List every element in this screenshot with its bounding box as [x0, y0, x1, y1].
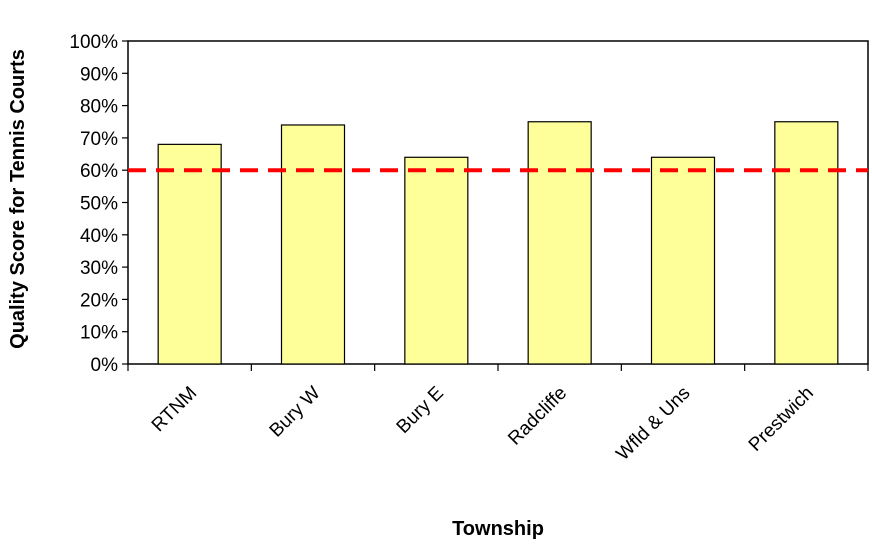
y-tick-label: 0%	[91, 355, 119, 376]
bar	[527, 121, 592, 365]
y-tick-label: 10%	[80, 323, 118, 344]
x-category-label: RTNM	[148, 383, 201, 436]
y-tick-label: 100%	[69, 32, 118, 53]
y-tick-label: 40%	[80, 226, 118, 247]
bar	[157, 143, 222, 365]
x-axis-ticks: RTNM Bury W Bury E Radcliffe Wfld & Uns Prest…	[127, 364, 869, 465]
y-tick-label: 60%	[80, 161, 118, 182]
y-axis-title: Quality Score for Tennis Courts	[7, 49, 29, 349]
bars	[157, 121, 839, 365]
x-category-label: Wfld & Uns	[612, 383, 694, 465]
y-tick-label: 20%	[80, 290, 118, 311]
x-category-label: Bury E	[393, 383, 448, 438]
y-tick-label: 30%	[80, 258, 118, 279]
bar	[404, 156, 469, 365]
y-tick-label: 50%	[80, 194, 118, 215]
x-axis-title: Township	[452, 518, 544, 540]
y-axis-ticks: 0% 10% 20% 30% 40% 50% 60% 70% 80% 90% 100%	[69, 32, 128, 376]
y-tick-label: 90%	[80, 64, 118, 85]
y-tick-label: 80%	[80, 97, 118, 118]
y-tick-label: 70%	[80, 129, 118, 150]
x-category-label: Bury W	[266, 383, 325, 442]
bar	[650, 156, 716, 365]
bar	[774, 121, 839, 365]
bar	[280, 124, 346, 365]
x-category-label: Prestwich	[745, 383, 818, 456]
plot-area	[127, 40, 869, 365]
x-category-label: Radcliffe	[504, 383, 571, 450]
